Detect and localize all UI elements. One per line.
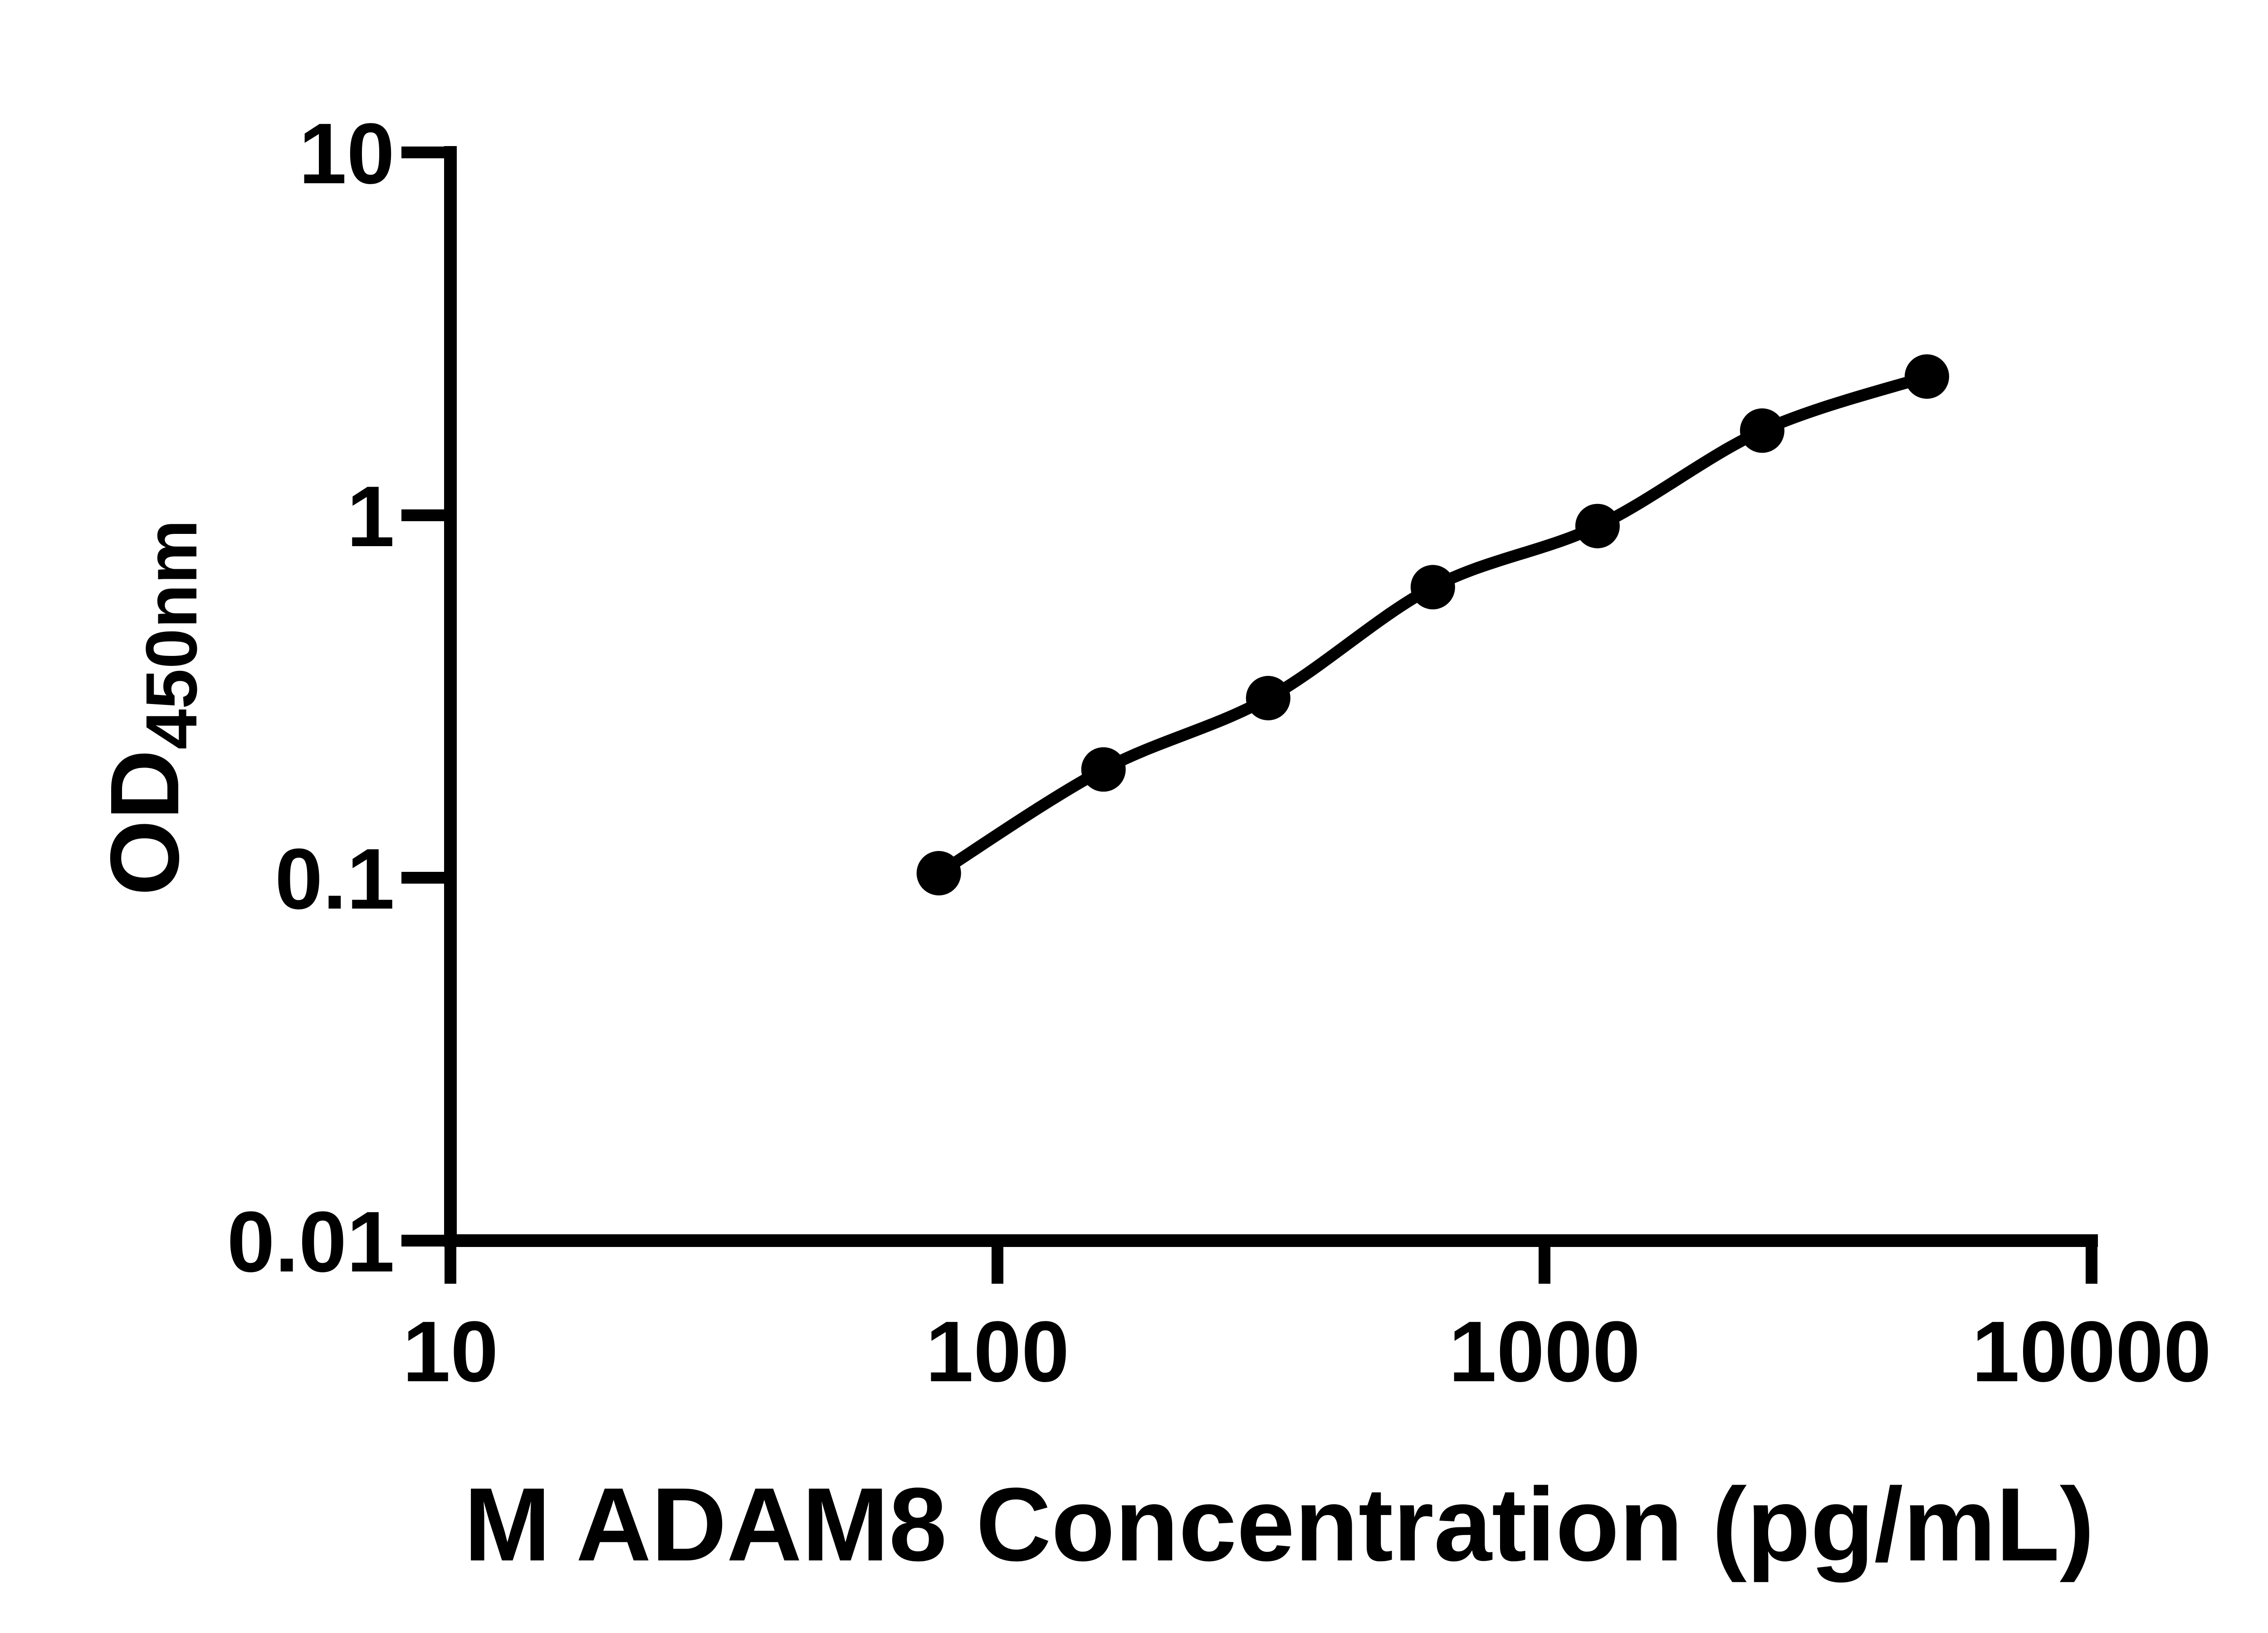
data-point xyxy=(1246,676,1290,720)
data-point xyxy=(1740,408,1784,453)
y-axis-title-subscript: 450nm xyxy=(131,519,212,749)
y-tick-label-1: 1 xyxy=(347,469,395,565)
x-tick-marks xyxy=(445,1234,2097,1284)
x-tick-label-10000: 10000 xyxy=(1972,1304,2211,1400)
y-tick-labels: 10 1 0.1 0.01 xyxy=(227,106,395,1290)
y-axis-title: OD450nm xyxy=(90,519,212,895)
data-point xyxy=(1081,747,1126,792)
x-axis-title: M ADAM8 Concentration (pg/mL) xyxy=(464,1466,2095,1583)
x-tick-label-1000: 1000 xyxy=(1449,1304,1641,1400)
data-point xyxy=(1410,565,1455,610)
y-tick-label-10: 10 xyxy=(299,106,395,202)
x-tick-label-100: 100 xyxy=(925,1304,1069,1400)
data-point xyxy=(1905,354,1949,399)
x-tick-labels: 10 100 1000 10000 xyxy=(402,1304,2211,1400)
standard-curve-line xyxy=(933,371,1933,879)
data-points xyxy=(916,354,1949,895)
data-point xyxy=(1575,504,1620,548)
y-axis-title-main: OD xyxy=(90,749,199,896)
x-tick-label-10: 10 xyxy=(402,1304,498,1400)
data-point xyxy=(916,851,961,895)
y-tick-label-0.01: 0.01 xyxy=(227,1194,395,1290)
y-tick-label-0.1: 0.1 xyxy=(275,831,395,927)
